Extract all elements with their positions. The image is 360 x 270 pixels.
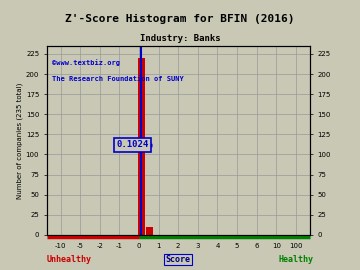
Text: Industry: Banks: Industry: Banks	[140, 34, 220, 43]
Text: Score: Score	[166, 255, 191, 264]
Text: Z'-Score Histogram for BFIN (2016): Z'-Score Histogram for BFIN (2016)	[65, 14, 295, 23]
Text: The Research Foundation of SUNY: The Research Foundation of SUNY	[52, 76, 184, 82]
Text: Healthy: Healthy	[278, 255, 313, 264]
Text: Unhealthy: Unhealthy	[47, 255, 92, 264]
Bar	[146, 227, 153, 235]
Y-axis label: Number of companies (235 total): Number of companies (235 total)	[17, 82, 23, 199]
Text: ©www.textbiz.org: ©www.textbiz.org	[52, 59, 120, 66]
Text: 0.1024: 0.1024	[117, 140, 149, 149]
Bar	[139, 58, 145, 235]
Bar	[140, 46, 142, 235]
